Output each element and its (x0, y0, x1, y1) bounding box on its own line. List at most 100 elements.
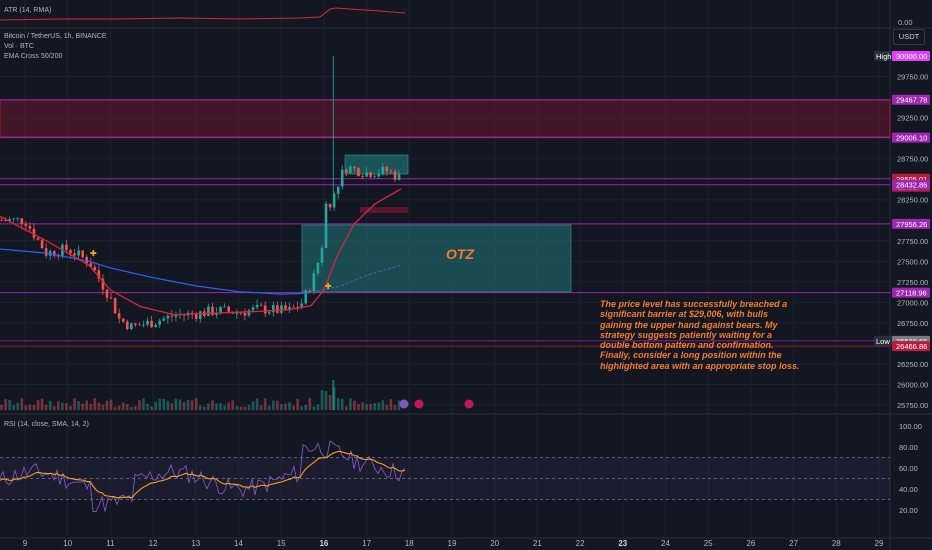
candle (40, 239, 44, 249)
time-tick-label: 27 (789, 539, 798, 548)
price-tag-text: 28505.01 (896, 175, 927, 184)
otz-zone (301, 224, 572, 293)
candle (166, 315, 170, 319)
volume-bar (304, 404, 308, 410)
volume-legend[interactable]: Vol · BTC (4, 43, 34, 50)
candle (85, 256, 89, 264)
price-tick-label: 26000.00 (897, 380, 928, 389)
rsi-tick-label: 60.00 (899, 464, 918, 473)
volume-bar (194, 398, 198, 410)
volume-bar (223, 405, 226, 410)
volume-bar (320, 390, 324, 410)
candle (16, 218, 20, 220)
price-tag-text: 28432.86 (896, 181, 927, 190)
otz-label: OTZ (446, 246, 474, 262)
rsi-tick-label: 100.00 (899, 422, 922, 431)
candle (308, 290, 312, 292)
candle (328, 203, 332, 208)
candle (81, 250, 84, 257)
ema-slow-line (0, 248, 307, 295)
volume-bar (97, 402, 101, 410)
volume-bar (65, 403, 68, 410)
candle (198, 311, 202, 319)
candle (235, 312, 239, 314)
resistance-zone (0, 99, 891, 138)
atr-legend[interactable]: ATR (14, RMA) (4, 7, 51, 14)
candle (312, 273, 316, 292)
time-tick-label: 12 (149, 539, 158, 548)
price-tag-text: 27956.26 (896, 220, 927, 229)
time-tick-label: 22 (576, 539, 585, 548)
currency-selector[interactable]: USDT (893, 29, 925, 45)
volume-bar (247, 404, 251, 410)
volume-bar (73, 398, 76, 410)
volume-bar (125, 404, 129, 410)
volume-bar (28, 404, 32, 410)
candle (32, 228, 36, 238)
volume-bar (109, 399, 113, 410)
volume-bar (44, 404, 48, 410)
price-tag (892, 132, 930, 143)
volume-bar (178, 399, 182, 410)
price-tick-label: 28250.00 (897, 196, 928, 205)
candle (215, 312, 218, 315)
volume-bar (162, 398, 166, 410)
price-tag-text: 30000.00 (896, 52, 927, 61)
volume-bar (243, 406, 247, 410)
candle (332, 194, 336, 208)
candle (353, 166, 356, 169)
price-tick-label: 29750.00 (897, 73, 928, 82)
candle (105, 289, 109, 298)
volume-bar (357, 404, 360, 410)
level-lines (0, 99, 890, 347)
candle (239, 312, 243, 314)
candle (211, 306, 214, 315)
volume-bar (20, 398, 24, 410)
volume-bar (267, 405, 271, 410)
volume-bar (89, 403, 93, 410)
volume-bar (198, 405, 202, 410)
time-tick-label: 21 (533, 539, 542, 548)
rsi-axis[interactable]: 100.00 80.00 60.00 40.00 20.00 (899, 422, 922, 515)
analysis-annotation: The price level has successfully breache… (600, 299, 800, 371)
volume-bar (353, 400, 356, 410)
price-tick-label: 27750.00 (897, 237, 928, 246)
ema-legend[interactable]: EMA Cross 50/200 (4, 53, 62, 60)
candle (134, 323, 137, 325)
candle (340, 169, 344, 187)
volume-bar (308, 398, 312, 410)
candle (385, 166, 389, 172)
price-axis[interactable]: 29750.00 29250.00 28750.00 28250.00 27750.00… (897, 73, 928, 410)
volume-bar (300, 406, 303, 410)
rsi-legend[interactable]: RSI (14, close, SMA, 14, 2) (4, 421, 89, 428)
candle (109, 297, 113, 299)
volume-bar (211, 400, 214, 410)
price-tag (892, 287, 930, 298)
volume-bar (316, 404, 320, 410)
volume-bar (328, 395, 332, 410)
candle (97, 270, 101, 279)
candle (146, 320, 149, 325)
candle (130, 323, 133, 330)
candle (113, 297, 117, 314)
candle (361, 176, 364, 177)
candle (369, 172, 372, 178)
candle (174, 315, 178, 317)
volume-bar (296, 398, 299, 410)
time-axis[interactable]: 9 10 11 12 13 14 15 16 17 18 19 20 21 22 23 24 25 26 27 28 2… (23, 539, 884, 548)
candle (101, 278, 105, 290)
candle (121, 318, 125, 322)
candle (324, 203, 328, 248)
atr-line (0, 7, 406, 21)
candle (207, 306, 210, 316)
ema-lines (0, 188, 402, 316)
candle (280, 305, 283, 313)
volume-bar (231, 400, 235, 410)
symbol-legend[interactable]: Bitcoin / TetherUS, 1h, BINANCE (4, 33, 107, 40)
volume-bar (312, 406, 316, 410)
volume-bar (373, 403, 377, 410)
candle (227, 306, 230, 312)
time-tick-label: 10 (63, 539, 72, 548)
side-tag-text: High (876, 52, 891, 61)
